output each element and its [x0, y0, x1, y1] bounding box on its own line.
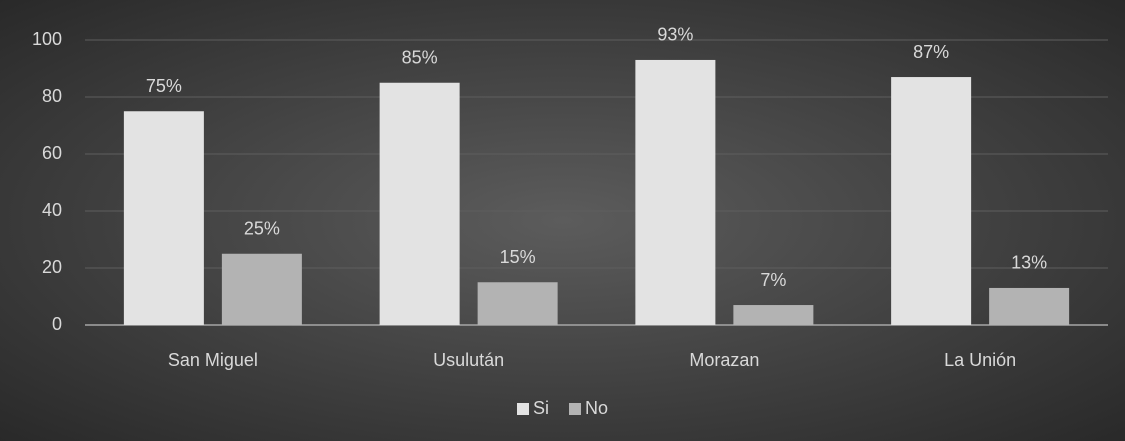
- bar: [123, 111, 204, 325]
- bar: [891, 77, 972, 325]
- bar: [477, 282, 558, 325]
- data-label: 15%: [500, 247, 536, 267]
- data-label: 85%: [402, 48, 438, 68]
- x-tick-label: San Miguel: [168, 350, 258, 370]
- data-label: 13%: [1011, 253, 1047, 273]
- x-tick-label: Usulután: [433, 350, 504, 370]
- y-tick-label: 100: [32, 29, 62, 49]
- y-tick-label: 80: [42, 86, 62, 106]
- data-label: 75%: [146, 76, 182, 96]
- data-label: 87%: [913, 42, 949, 62]
- y-tick-label: 20: [42, 257, 62, 277]
- x-tick-label: Morazan: [689, 350, 759, 370]
- bar: [221, 253, 302, 325]
- bar: [635, 59, 716, 325]
- y-tick-label: 60: [42, 143, 62, 163]
- y-tick-label: 0: [52, 314, 62, 334]
- data-label: 93%: [657, 25, 693, 45]
- bar: [989, 287, 1070, 325]
- y-tick-label: 40: [42, 200, 62, 220]
- data-label: 25%: [244, 219, 280, 239]
- data-label: 7%: [760, 270, 786, 290]
- bar: [733, 305, 814, 325]
- legend-swatch: [569, 403, 581, 415]
- x-tick-label: La Unión: [944, 350, 1016, 370]
- bar: [379, 82, 460, 325]
- legend-label: No: [585, 398, 608, 418]
- legend-swatch: [517, 403, 529, 415]
- legend-label: Si: [533, 398, 549, 418]
